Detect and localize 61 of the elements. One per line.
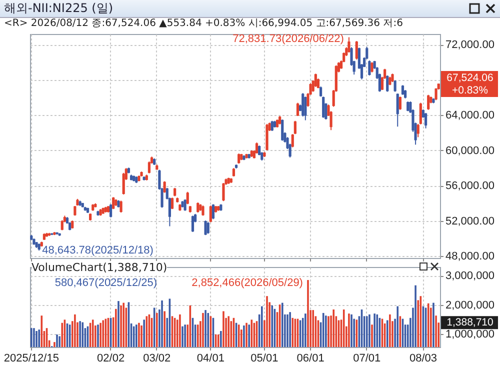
candlestick <box>204 220 207 236</box>
candlestick <box>319 86 322 98</box>
x-tick-label: 06/01 <box>296 352 324 364</box>
candlestick <box>302 92 304 117</box>
candlestick <box>370 62 374 73</box>
text: 67,524.06 +0.83% <box>446 72 494 97</box>
candlestick <box>348 36 350 54</box>
candlestick <box>122 172 125 196</box>
candlestick <box>196 202 200 214</box>
candlestick <box>368 60 371 76</box>
y-tick-label: 1,000,000 <box>446 328 494 340</box>
chart-title: 해외-NII:NI225 (일) <box>4 0 114 17</box>
candlestick <box>434 88 438 101</box>
candlestick <box>186 191 189 205</box>
annotation: 72,831.73(2026/06/22) <box>232 33 344 46</box>
annotation: 48,643.78(2025/12/18) <box>42 244 154 257</box>
y-tick-label: 56,000.00 <box>446 180 494 192</box>
candlestick <box>296 102 300 117</box>
candlestick <box>212 204 215 220</box>
candlestick <box>398 96 402 110</box>
candlestick <box>355 40 358 60</box>
candlestick <box>396 93 399 128</box>
candlestick <box>281 119 284 142</box>
candlestick <box>120 200 122 214</box>
candlestick <box>424 112 428 129</box>
y-tick-label: 60,000.00 <box>446 144 494 157</box>
x-tick-label: 04/01 <box>196 352 224 364</box>
candlestick <box>427 94 430 110</box>
x-tick-label: 2025/12/15 <box>4 352 59 364</box>
candlestick <box>270 120 274 132</box>
text: 1,388,710 <box>446 316 494 329</box>
candlestick <box>209 205 212 223</box>
candlestick <box>386 74 389 92</box>
candlestick <box>112 196 115 210</box>
x-tick-label: 07/01 <box>353 352 381 364</box>
x-tick-label: 03/02 <box>143 352 171 364</box>
x-tick-label: 02/02 <box>97 352 125 364</box>
annotation: 580,467(2025/12/25) <box>54 277 158 289</box>
candlestick <box>110 204 112 218</box>
chart-subtitle: <R> 2026/08/12 종:67,524.06 ▲553.84 +0.83% 시:66,994.05 고:67,569.36 저:6 <box>3 18 404 30</box>
y-tick-label: 64,000.00 <box>446 110 494 122</box>
candlestick <box>304 96 307 121</box>
y-tick-label: 48,000.00 <box>446 250 494 263</box>
candlestick <box>222 182 225 202</box>
candlestick <box>191 215 194 232</box>
candlestick <box>294 120 296 135</box>
candlestick <box>322 96 325 118</box>
y-tick-label: 52,000.00 <box>446 215 494 228</box>
y-tick-label: 2,000,000 <box>446 299 494 312</box>
candlestick <box>170 197 174 210</box>
candlestick <box>291 134 294 148</box>
annotation: 2,852,466(2026/05/29) <box>192 277 303 289</box>
y-tick-label: 3,000,000 <box>446 270 494 282</box>
x-tick-label: 05/01 <box>250 352 278 364</box>
y-tick-label: 72,000.00 <box>446 39 494 52</box>
candlestick <box>148 160 151 174</box>
chart-title: VolumeChart(1,388,710) <box>32 261 168 274</box>
candlestick <box>238 152 240 164</box>
candlestick <box>314 73 317 88</box>
candlestick <box>401 84 404 96</box>
x-tick-label: 08/03 <box>409 352 437 364</box>
